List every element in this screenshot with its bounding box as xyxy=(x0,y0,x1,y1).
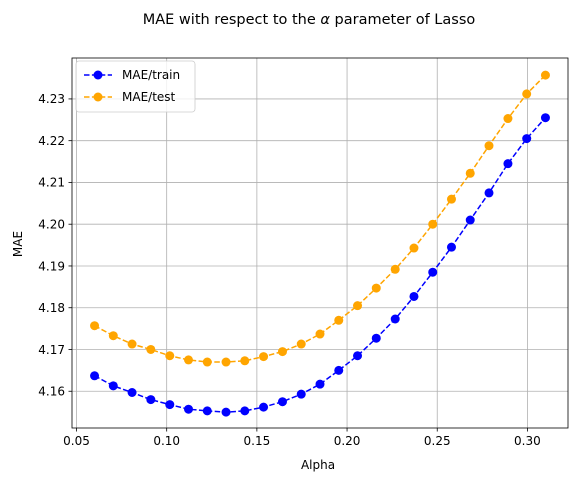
x-tick-label: 0.05 xyxy=(63,434,90,448)
series-layer xyxy=(90,71,550,417)
data-point xyxy=(128,340,137,349)
data-point xyxy=(391,265,400,274)
x-axis-label: Alpha xyxy=(301,458,335,472)
data-point xyxy=(278,347,287,356)
x-tick-label: 0.25 xyxy=(424,434,451,448)
grid xyxy=(72,58,568,428)
x-tick-label: 0.20 xyxy=(334,434,361,448)
data-point xyxy=(334,366,343,375)
data-point xyxy=(240,356,249,365)
y-axis-label: MAE xyxy=(11,231,25,257)
data-point xyxy=(316,380,325,389)
data-point xyxy=(353,351,362,360)
data-point xyxy=(297,340,306,349)
y-tick-label: 4.21 xyxy=(38,176,65,190)
data-point xyxy=(334,316,343,325)
data-point xyxy=(297,390,306,399)
series-line xyxy=(95,75,546,362)
legend-label-train: MAE/train xyxy=(122,68,180,82)
data-point xyxy=(409,244,418,253)
x-axis: 0.05 0.10 0.15 0.20 0.25 0.30 xyxy=(63,428,541,448)
data-point xyxy=(353,301,362,310)
data-point xyxy=(240,406,249,415)
data-point xyxy=(428,220,437,229)
data-point xyxy=(278,397,287,406)
y-tick-label: 4.20 xyxy=(38,218,65,232)
x-tick-label: 0.30 xyxy=(514,434,541,448)
data-point xyxy=(522,134,531,143)
data-point xyxy=(522,89,531,98)
series-test xyxy=(90,71,550,367)
data-point xyxy=(165,351,174,360)
data-point xyxy=(541,71,550,80)
data-point xyxy=(466,169,475,178)
data-point xyxy=(90,371,99,380)
data-point xyxy=(259,352,268,361)
data-point xyxy=(447,195,456,204)
data-point xyxy=(146,395,155,404)
y-tick-label: 4.18 xyxy=(38,301,65,315)
data-point xyxy=(466,216,475,225)
legend: MAE/train MAE/test xyxy=(76,61,195,112)
y-tick-label: 4.22 xyxy=(38,134,65,148)
data-point xyxy=(503,114,512,123)
data-point xyxy=(372,284,381,293)
y-tick-label: 4.17 xyxy=(38,343,65,357)
legend-marker-test xyxy=(94,93,103,102)
legend-marker-train xyxy=(94,71,103,80)
y-axis: 4.16 4.17 4.18 4.19 4.20 4.21 4.22 4.23 xyxy=(38,92,72,398)
series-line xyxy=(95,118,546,412)
data-point xyxy=(165,400,174,409)
data-point xyxy=(109,381,118,390)
data-point xyxy=(184,405,193,414)
data-point xyxy=(203,358,212,367)
chart-title: MAE with respect to the α parameter of L… xyxy=(143,12,476,28)
data-point xyxy=(203,406,212,415)
data-point xyxy=(541,113,550,122)
x-tick-label: 0.15 xyxy=(244,434,271,448)
data-point xyxy=(409,292,418,301)
data-point xyxy=(184,355,193,364)
data-point xyxy=(222,408,231,417)
data-point xyxy=(391,315,400,324)
data-point xyxy=(485,188,494,197)
x-tick-label: 0.10 xyxy=(153,434,180,448)
data-point xyxy=(372,334,381,343)
data-point xyxy=(485,141,494,150)
y-tick-label: 4.19 xyxy=(38,259,65,273)
data-point xyxy=(503,159,512,168)
data-point xyxy=(146,345,155,354)
y-tick-label: 4.23 xyxy=(38,92,65,106)
data-point xyxy=(90,321,99,330)
data-point xyxy=(259,403,268,412)
plot-frame xyxy=(72,58,568,428)
legend-label-test: MAE/test xyxy=(122,90,176,104)
data-point xyxy=(316,330,325,339)
data-point xyxy=(447,243,456,252)
data-point xyxy=(428,268,437,277)
data-point xyxy=(222,358,231,367)
y-tick-label: 4.16 xyxy=(38,385,65,399)
data-point xyxy=(109,331,118,340)
data-point xyxy=(128,388,137,397)
